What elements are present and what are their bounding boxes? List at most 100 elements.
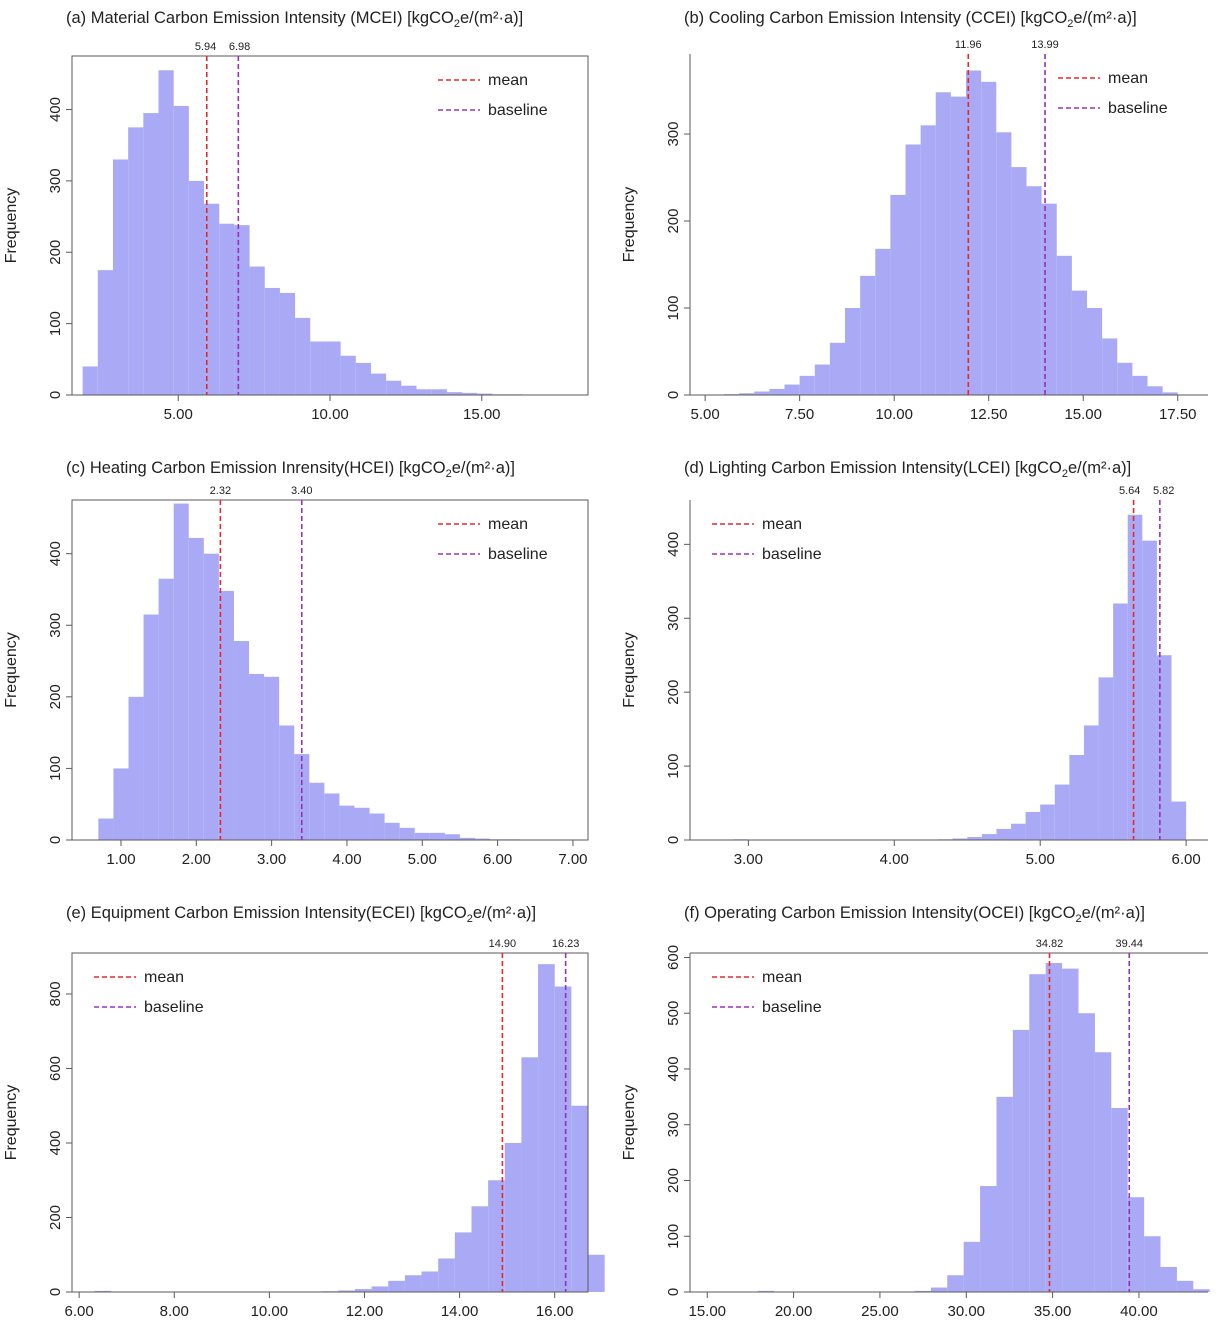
histogram-bar: [1142, 540, 1157, 840]
histogram-bar: [1029, 974, 1046, 1292]
histogram-bar: [1062, 968, 1079, 1292]
baseline-value-label: 3.40: [291, 485, 312, 497]
histogram-bar: [112, 159, 129, 395]
histogram-bar: [454, 1232, 472, 1292]
histogram-bar: [204, 203, 220, 395]
histogram-bar: [829, 342, 846, 395]
x-tick-label: 7.50: [785, 406, 814, 423]
x-tick-label: 6.00: [1172, 851, 1201, 868]
y-tick-label: 200: [665, 209, 682, 234]
histogram-bar: [233, 641, 250, 840]
y-tick-label: 0: [47, 836, 64, 844]
y-tick-label: 100: [665, 295, 682, 320]
histogram-bar: [203, 553, 219, 840]
legend-label-baseline: baseline: [762, 546, 822, 563]
histogram-bar: [462, 392, 478, 395]
legend-label-mean: mean: [488, 516, 528, 533]
histogram-bar: [475, 838, 491, 840]
x-tick-label: 15.00: [1064, 406, 1102, 423]
y-tick-label: 0: [665, 1288, 682, 1296]
histogram-bar: [1144, 1236, 1161, 1292]
x-tick-label: 14.00: [441, 1303, 479, 1320]
y-tick-label: 0: [665, 391, 682, 399]
histogram-bar: [113, 768, 129, 840]
y-tick-label: 100: [665, 1224, 682, 1249]
y-tick-label: 100: [47, 756, 64, 781]
x-tick-label: 30.00: [947, 1303, 985, 1320]
x-tick-label: 10.00: [875, 406, 913, 423]
legend-label-baseline: baseline: [1108, 100, 1168, 117]
histogram-bar: [784, 384, 800, 395]
histogram-bar: [218, 590, 234, 840]
histogram-bar: [421, 1271, 439, 1292]
x-tick-label: 6.00: [483, 851, 512, 868]
y-tick-label: 0: [47, 391, 64, 399]
histogram-bar: [935, 92, 951, 395]
histogram-bar: [554, 986, 572, 1292]
y-tick-label: 500: [665, 1001, 682, 1026]
histogram-bar: [996, 828, 1012, 840]
histogram-bar: [471, 1206, 489, 1292]
histogram-bar: [1087, 308, 1103, 395]
histogram-bar: [875, 248, 891, 395]
y-tick-label: 400: [665, 1056, 682, 1081]
histogram-bar: [416, 389, 432, 395]
histogram-bar: [1132, 375, 1148, 395]
histogram-bar: [234, 225, 250, 395]
y-tick-label: 100: [47, 311, 64, 336]
y-tick-label: 800: [47, 981, 64, 1006]
legend: mean baseline: [712, 969, 822, 1016]
legend-label-mean: mean: [1108, 70, 1148, 87]
x-tick-label: 25.00: [861, 1303, 899, 1320]
x-tick-label: 3.00: [734, 851, 763, 868]
histogram-bar: [97, 270, 113, 395]
histogram-bar: [980, 1186, 997, 1292]
y-tick-label: 400: [665, 532, 682, 557]
x-tick-label: 20.00: [775, 1303, 813, 1320]
histogram-bar: [340, 355, 356, 395]
histogram-bar: [354, 1289, 372, 1292]
histogram-bar: [571, 1105, 588, 1292]
x-tick-label: 1.00: [106, 851, 135, 868]
panel-a: (a) Material Carbon Emission Intensity (…: [3, 9, 589, 423]
histogram-bar: [966, 70, 982, 395]
x-tick-label: 10.00: [311, 406, 349, 423]
histogram-bar: [1011, 167, 1027, 395]
histogram-bar: [1054, 784, 1070, 840]
x-tick-label: 16.00: [536, 1303, 574, 1320]
panel-b: (b) Cooling Carbon Emission Intensity (C…: [621, 9, 1208, 423]
y-axis-label: Frequency: [3, 632, 20, 708]
histogram-bar: [173, 503, 189, 840]
baseline-value-label: 5.82: [1153, 485, 1174, 497]
plot-frame: [71, 499, 589, 841]
histogram-bar: [188, 537, 204, 840]
histogram-bar: [914, 1290, 931, 1292]
legend-label-mean: mean: [762, 969, 802, 986]
histogram-bar: [98, 818, 114, 840]
histogram-bar: [295, 317, 311, 395]
histogram-bar: [338, 1290, 355, 1292]
histogram-bar: [1127, 514, 1143, 840]
y-tick-label: 600: [47, 1056, 64, 1081]
histogram-bar: [414, 832, 430, 840]
histogram-bar: [386, 380, 402, 395]
histogram-bar: [1111, 1108, 1128, 1292]
baseline-value-label: 13.99: [1031, 39, 1059, 51]
histogram-bar: [429, 832, 445, 840]
histogram-bar: [339, 805, 355, 840]
panel-d-title: (d) Lighting Carbon Emission Intensity(L…: [684, 459, 1131, 480]
histogram-bar: [930, 1287, 948, 1292]
panel-e: (e) Equipment Carbon Emission Intensity(…: [3, 904, 605, 1320]
histogram-bar: [920, 125, 936, 395]
histogram-bar: [1083, 725, 1099, 840]
histogram-bar: [158, 70, 174, 395]
histogram-bar: [488, 1180, 505, 1292]
y-tick-label: 400: [47, 97, 64, 122]
mean-value-label: 5.94: [195, 41, 216, 53]
y-axis-label: Frequency: [621, 187, 638, 263]
mean-value-label: 5.64: [1119, 485, 1140, 497]
histogram-bar: [1102, 338, 1118, 395]
y-axis-label: Frequency: [3, 188, 20, 264]
panel-f: (f) Operating Carbon Emission Intensity(…: [621, 904, 1210, 1320]
histogram-bar: [371, 1286, 389, 1292]
